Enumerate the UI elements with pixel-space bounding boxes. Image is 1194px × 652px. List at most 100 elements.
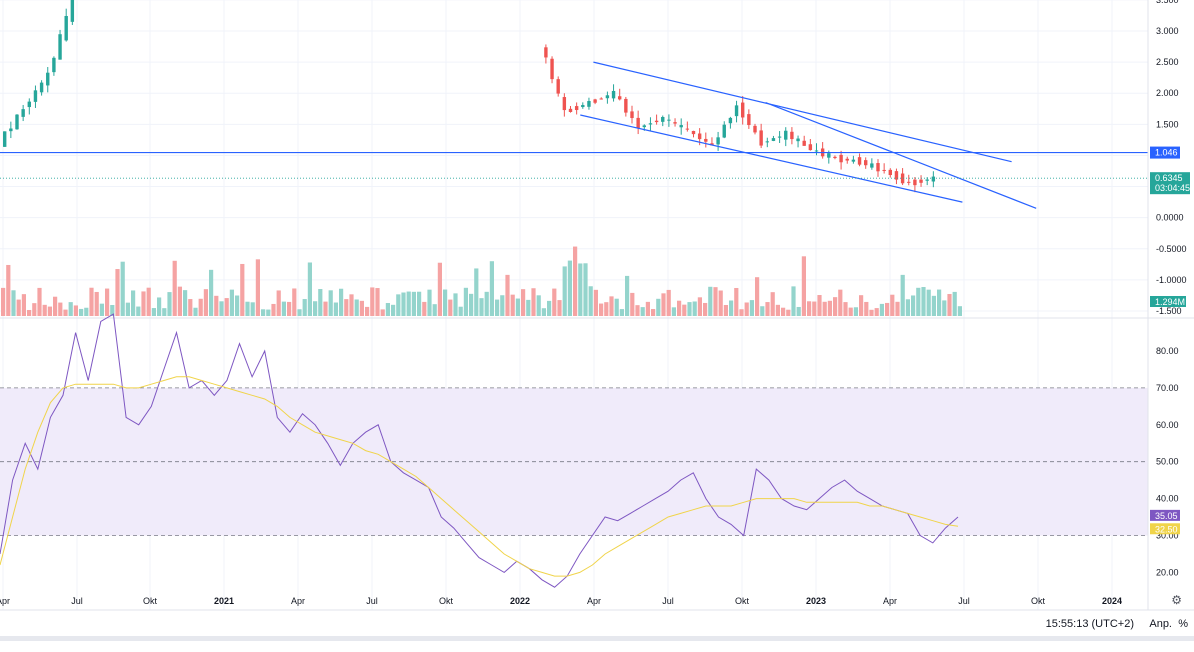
candle-body <box>581 105 585 108</box>
volume-bar <box>375 288 380 316</box>
volume-bar <box>526 299 531 316</box>
rsi-tick-label: 30.00 <box>1156 531 1179 541</box>
candle-body <box>784 130 788 140</box>
rsi-value-tag <box>1150 523 1180 535</box>
price-tick-label: 3.500 <box>1156 0 1179 5</box>
volume-bar <box>307 262 312 316</box>
volume-bar <box>921 287 926 316</box>
volume-bar <box>864 301 869 316</box>
trend-line-extra <box>765 101 1037 209</box>
volume-bar <box>677 300 682 316</box>
volume-bar <box>224 298 229 316</box>
time-axis[interactable]: Apr Jul Okt 2021 Apr Jul Okt 2022 Apr Jul Okt 2023 A… <box>0 596 1122 606</box>
volume-bar <box>89 287 94 316</box>
volume-bar <box>484 291 489 316</box>
time-axis-label: Okt <box>439 596 454 606</box>
volume-bar <box>469 293 474 316</box>
volume-bar <box>437 262 442 316</box>
volume-bar <box>183 290 188 316</box>
candle-body <box>734 105 739 117</box>
rsi-value-label: 32.50 <box>1155 524 1178 534</box>
rsi-tick-label: 50.00 <box>1156 457 1179 467</box>
rsi-band <box>0 387 1148 536</box>
volume-bar <box>209 269 214 316</box>
candle-body <box>544 47 548 58</box>
trend-lines[interactable] <box>0 61 1148 209</box>
volume-bar <box>562 266 567 316</box>
volume-bar <box>281 301 286 316</box>
volume-bar <box>287 301 292 316</box>
volume-bar <box>365 306 370 316</box>
candle-body <box>882 169 886 171</box>
clock: 15:55:13 (UTC+2) <box>1045 618 1134 630</box>
candle-body <box>851 159 856 162</box>
volume-bar <box>656 298 661 316</box>
candle-body <box>704 138 708 142</box>
scale-auto-button[interactable]: Anp. <box>1149 618 1172 630</box>
volume-bar <box>651 309 656 316</box>
volume-bar <box>495 299 500 316</box>
time-axis-label: 2022 <box>510 596 530 606</box>
volume-bar <box>443 289 448 316</box>
time-axis-label: Jul <box>366 596 378 606</box>
volume-bar <box>58 302 63 316</box>
volume-bar <box>63 309 68 316</box>
volume-bar <box>193 307 198 316</box>
volume-bar <box>344 299 349 316</box>
volume-bar <box>110 305 115 316</box>
volume-bar <box>630 292 635 316</box>
volume-bar <box>947 294 952 316</box>
gear-icon[interactable]: ⚙ <box>1171 593 1182 607</box>
volume-bar <box>786 309 791 316</box>
volume-tag-label: 1.294M <box>1155 297 1185 307</box>
volume-bar <box>853 307 858 316</box>
candle-body <box>46 72 50 86</box>
horizontal-scrollbar[interactable] <box>0 636 1194 641</box>
volume-bar <box>703 302 708 316</box>
volume-bar <box>458 306 463 316</box>
time-axis-label: Okt <box>735 596 750 606</box>
volume-bar <box>21 294 26 316</box>
volume-bar <box>505 274 510 316</box>
candle-body <box>15 114 19 130</box>
candle-body <box>556 79 560 94</box>
volume-bar <box>235 295 240 316</box>
price-tick-label: -0.5000 <box>1156 244 1187 254</box>
percent-scale-button[interactable]: % <box>1178 618 1188 630</box>
time-axis-label: 2023 <box>806 596 826 606</box>
candle-body <box>839 154 843 163</box>
volume-bar <box>323 301 328 316</box>
volume-bar <box>427 289 432 316</box>
volume-bar <box>744 302 749 316</box>
volume-bar <box>697 297 702 316</box>
volume-bar <box>489 261 494 316</box>
candle-body <box>587 101 591 107</box>
volume-bar <box>422 301 427 316</box>
volume-bar <box>151 308 156 316</box>
volume-bar <box>775 304 780 316</box>
price-axis[interactable]: 3.5003.0002.5002.0001.5001.0000.50000.00… <box>1150 0 1190 316</box>
volume-bar <box>411 291 416 316</box>
volume-bar <box>453 293 458 316</box>
candle-body <box>716 137 720 145</box>
volume-bar <box>547 300 552 316</box>
volume-bar <box>328 290 333 316</box>
candle-countdown: 03:04:45 <box>1155 183 1190 193</box>
volume-bar <box>640 307 645 316</box>
volume-bar <box>479 298 484 316</box>
candle-body <box>747 114 751 126</box>
volume-bar <box>141 291 146 316</box>
volume-bar <box>942 300 947 316</box>
volume-bar <box>905 299 910 316</box>
candle-body <box>691 130 696 135</box>
volume-bar <box>146 287 151 316</box>
volume-bar <box>671 307 676 316</box>
candle-body <box>827 153 831 158</box>
volume-bar <box>115 269 120 316</box>
rsi-axis[interactable]: 80.00 70.00 60.00 50.00 40.00 30.00 20.00 35.05… <box>1150 346 1180 577</box>
volume-bar <box>770 292 775 316</box>
candle-body <box>876 163 880 172</box>
volume-bar <box>219 301 224 316</box>
price-tick-label: 2.000 <box>1156 88 1179 98</box>
